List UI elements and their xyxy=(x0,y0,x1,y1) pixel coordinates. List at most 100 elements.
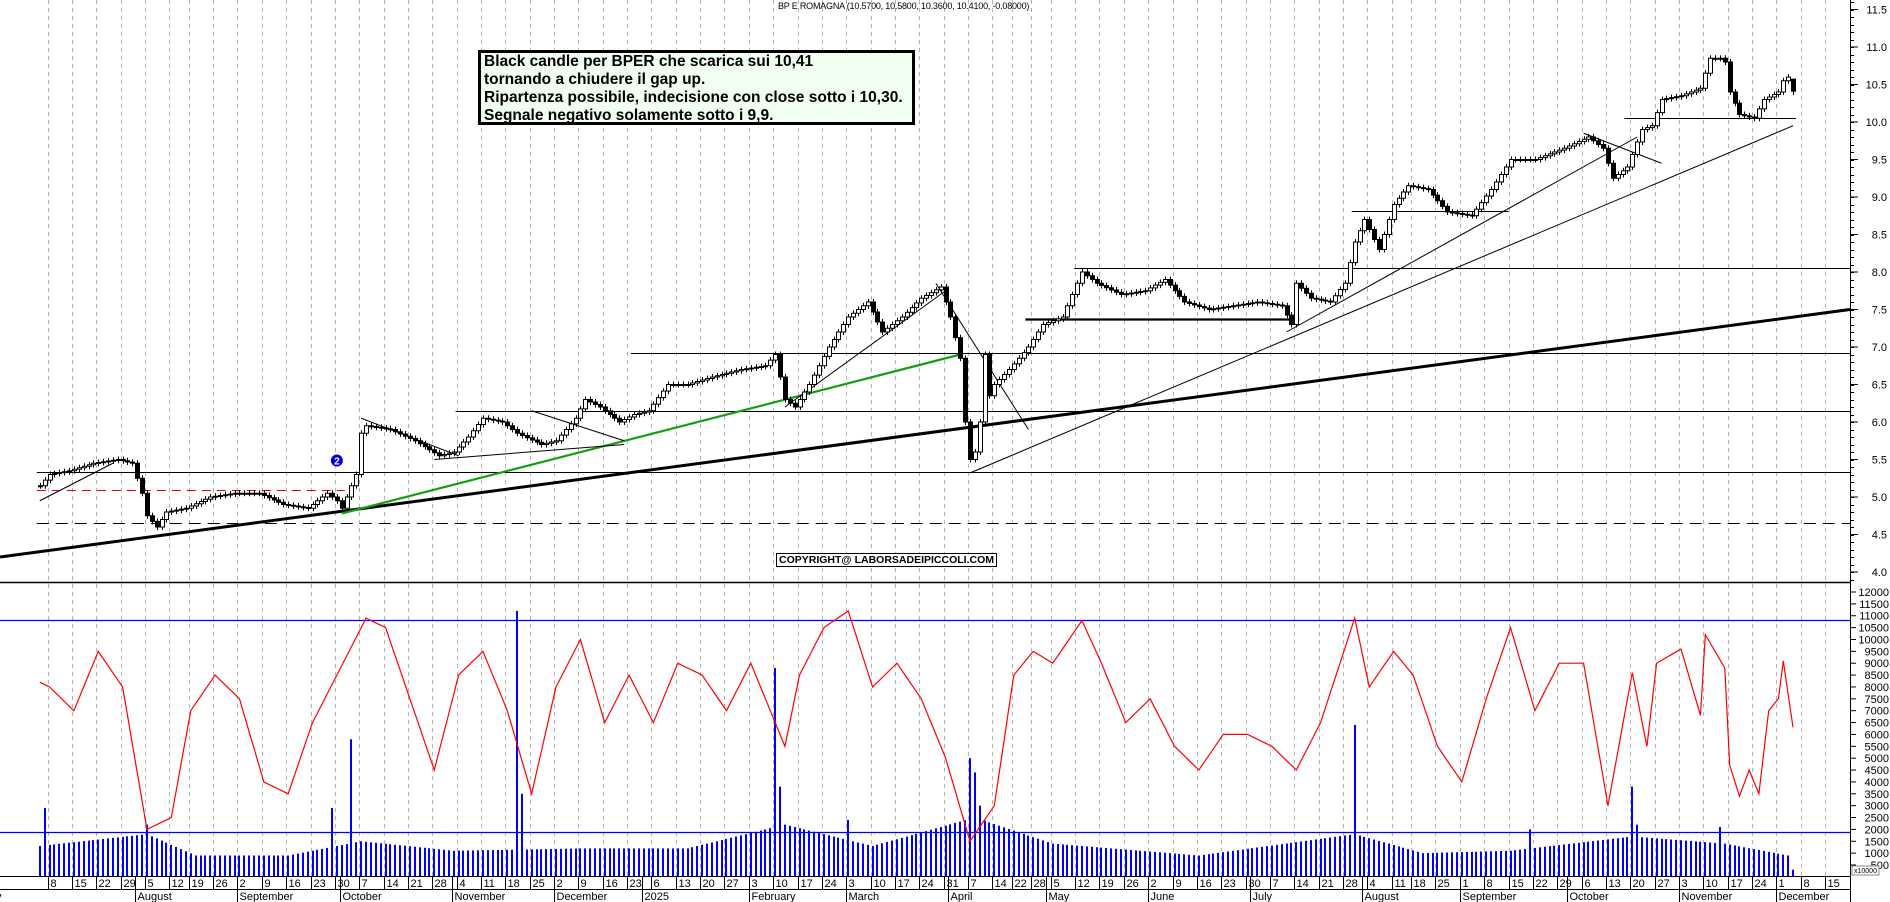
date-tick-label: 7 xyxy=(971,878,977,890)
volume-bar xyxy=(1587,841,1589,876)
candle xyxy=(885,327,890,333)
candle xyxy=(1265,302,1270,305)
candle xyxy=(530,437,535,441)
candle xyxy=(179,508,184,511)
candle xyxy=(788,399,793,404)
candle xyxy=(1640,129,1645,143)
volume-bar xyxy=(862,843,864,876)
volume-bar xyxy=(195,855,197,876)
date-tick-label: 1 xyxy=(1779,878,1785,890)
volume-bar xyxy=(1729,844,1731,876)
candle xyxy=(1504,166,1509,175)
volume-axis-label: 9000 xyxy=(1865,658,1889,670)
date-tick-label: 28 xyxy=(1034,878,1046,890)
candle xyxy=(569,423,574,430)
price-axis-label: 5.0 xyxy=(1872,492,1887,504)
oscillator-volume-panel xyxy=(0,610,1850,876)
candle xyxy=(1489,189,1494,197)
volume-bar xyxy=(1466,851,1468,876)
candle xyxy=(91,462,96,466)
candle xyxy=(1143,290,1148,293)
date-tick-label: 16 xyxy=(289,878,301,890)
volume-bar xyxy=(711,842,713,876)
candle xyxy=(768,359,773,367)
volume-axis-label: 5000 xyxy=(1865,753,1889,765)
candle xyxy=(1348,262,1353,284)
volume-bar xyxy=(1734,845,1736,876)
candle xyxy=(656,397,661,405)
candle xyxy=(1543,155,1548,159)
volume-bar xyxy=(1480,851,1482,876)
candle xyxy=(1182,295,1187,303)
candle xyxy=(199,501,204,505)
candle xyxy=(96,462,101,464)
candle xyxy=(1192,303,1197,306)
volume-bar xyxy=(545,849,547,876)
volume-bar xyxy=(1081,846,1083,876)
copyright-watermark: COPYRIGHT@ LABORSADEIPICCOLI.COM xyxy=(776,553,997,567)
candle xyxy=(944,286,949,303)
candle xyxy=(905,311,910,318)
month-label: March xyxy=(849,891,880,902)
volume-bar xyxy=(1592,841,1594,876)
date-tick-label: 31 xyxy=(947,878,959,890)
volume-bar xyxy=(209,855,211,876)
volume-bar xyxy=(380,843,382,876)
trendline xyxy=(531,410,625,442)
month-label: September xyxy=(1463,891,1517,902)
volume-bar xyxy=(531,849,533,876)
marker-circle xyxy=(330,454,343,467)
volume-bar xyxy=(136,835,138,876)
candle xyxy=(447,452,452,455)
candle xyxy=(910,307,915,313)
volume-axis-label: 7500 xyxy=(1865,694,1889,706)
date-tick-label: 9 xyxy=(265,878,271,890)
volume-bar xyxy=(1505,850,1507,876)
volume-bar xyxy=(1782,854,1784,876)
candle xyxy=(247,492,252,495)
unit-label: x10000 xyxy=(1854,868,1877,875)
volume-bar xyxy=(1013,830,1015,876)
date-tick-label: 22 xyxy=(1015,878,1027,890)
volume-bar xyxy=(1047,842,1049,876)
candle xyxy=(1319,298,1324,301)
volume-bar xyxy=(760,830,762,876)
candle xyxy=(1134,291,1139,294)
candle xyxy=(515,429,520,434)
volume-bar xyxy=(1086,846,1088,876)
candle xyxy=(554,440,559,443)
candle xyxy=(1007,369,1012,375)
candle xyxy=(242,492,247,495)
volume-bar xyxy=(1130,849,1132,876)
candle xyxy=(578,408,583,419)
candle xyxy=(1197,304,1202,307)
volume-bar xyxy=(1709,842,1711,876)
price-axis-label: 10.0 xyxy=(1866,117,1887,129)
annotation-line: Segnale negativo solamente sotto i 9,9. xyxy=(484,107,774,124)
candle xyxy=(189,505,194,509)
date-tick-label: 24 xyxy=(922,878,934,890)
volume-bar xyxy=(565,848,567,876)
candle xyxy=(856,309,861,314)
date-tick-label: 5 xyxy=(1054,878,1060,890)
volume-bar xyxy=(1563,844,1565,876)
volume-bar xyxy=(1641,837,1643,876)
candle xyxy=(1372,229,1377,240)
volume-bar xyxy=(1792,869,1794,876)
candle xyxy=(111,459,116,462)
volume-bar xyxy=(1232,850,1234,876)
volume-bar xyxy=(122,836,124,876)
candle xyxy=(1109,287,1114,291)
candle xyxy=(1397,197,1402,205)
candle xyxy=(1387,219,1392,235)
candle xyxy=(1572,143,1577,147)
annotation-box: Black candle per BPER che scarica sui 10… xyxy=(478,50,915,125)
volume-bar xyxy=(1524,849,1526,876)
candle xyxy=(359,432,364,475)
volume-bar xyxy=(1203,854,1205,876)
volume-bar xyxy=(964,820,966,876)
annotation-line: tornando a chiudere il gap up. xyxy=(484,71,706,88)
green-trendline xyxy=(341,353,961,515)
candle xyxy=(48,474,53,481)
volume-bar xyxy=(721,840,723,876)
